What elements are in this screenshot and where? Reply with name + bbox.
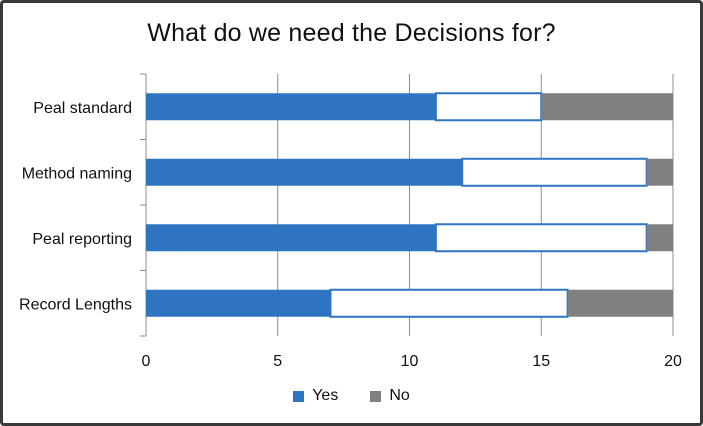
legend-item-no: No	[370, 387, 410, 405]
legend-item-yes: Yes	[293, 387, 338, 405]
x-tick-label-20: 20	[664, 353, 682, 370]
category-label-peal-reporting: Peal reporting	[32, 231, 132, 248]
x-tick-label-5: 5	[273, 353, 282, 370]
x-tick-label-10: 10	[401, 353, 419, 370]
bar-no-method-naming	[646, 158, 673, 186]
bar-remainder-method-naming	[461, 157, 648, 187]
bar-remainder-record-lengths	[329, 288, 569, 318]
bar-remainder-peal-reporting	[434, 223, 648, 253]
bar-yes-peal-reporting	[146, 224, 436, 252]
x-tick-label-15: 15	[532, 353, 550, 370]
bar-no-peal-standard	[541, 93, 673, 121]
bar-yes-peal-standard	[146, 93, 436, 121]
legend: Yes No	[3, 387, 700, 405]
legend-swatch-yes	[293, 390, 305, 402]
chart-title: What do we need the Decisions for?	[147, 19, 556, 47]
bar-no-peal-reporting	[646, 224, 673, 252]
category-label-method-naming: Method naming	[22, 165, 132, 182]
bar-no-record-lengths	[567, 289, 673, 317]
bar-yes-method-naming	[146, 158, 463, 186]
category-label-peal-standard: Peal standard	[33, 100, 132, 117]
bar-remainder-peal-standard	[434, 92, 543, 122]
legend-label-no: No	[389, 387, 410, 404]
bar-chart: 0 5 10 15 20 Peal standard Method naming Peal r…	[19, 73, 682, 370]
bar-yes-record-lengths	[146, 289, 331, 317]
legend-swatch-no	[370, 390, 382, 402]
x-tick-label-0: 0	[142, 353, 151, 370]
category-label-record-lengths: Record Lengths	[19, 296, 132, 313]
legend-label-yes: Yes	[312, 387, 339, 404]
